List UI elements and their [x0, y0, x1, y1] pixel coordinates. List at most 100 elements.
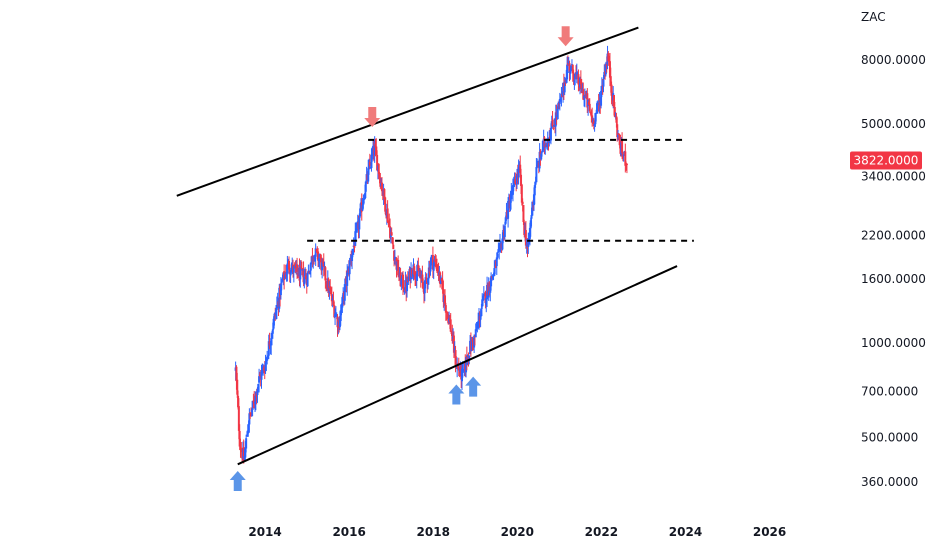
candle-body — [422, 282, 425, 286]
candle-body — [618, 135, 621, 146]
candle-body — [363, 198, 366, 200]
candle-body — [348, 260, 351, 275]
candle-body — [374, 143, 377, 148]
candle-body — [622, 154, 625, 156]
candle-body — [624, 151, 627, 166]
candle-body — [625, 164, 628, 166]
arrow-up-icon — [448, 384, 465, 405]
candle-body — [273, 313, 276, 321]
candle-body — [511, 185, 514, 195]
candle-body — [474, 329, 477, 338]
candle-body — [442, 289, 445, 303]
candle-body — [316, 249, 319, 251]
candle-body — [251, 400, 254, 410]
candle-body — [425, 277, 428, 280]
candle-body — [236, 379, 239, 395]
candle-body — [275, 305, 278, 310]
candle-body — [603, 72, 606, 80]
candle-body — [239, 447, 242, 450]
candle-body — [415, 273, 418, 281]
candle-body — [554, 112, 557, 127]
candle-body — [275, 309, 278, 316]
candle-body — [608, 61, 611, 78]
x-tick-label: 2016 — [332, 525, 365, 539]
y-tick-label: 1600.0000 — [861, 272, 926, 286]
candle-body — [414, 273, 417, 278]
candle-body — [306, 272, 309, 287]
candle-body — [359, 208, 362, 217]
candle-body — [353, 244, 356, 248]
candle-body — [495, 257, 498, 267]
candle-body — [290, 267, 293, 272]
candle-body — [431, 254, 434, 270]
candle-body — [475, 330, 478, 332]
candle-body — [497, 249, 500, 253]
candle-body — [303, 277, 306, 285]
candle-body — [424, 277, 427, 283]
candle-body — [432, 262, 435, 271]
candle-body — [377, 164, 380, 175]
candle-body — [471, 339, 474, 342]
candle-body — [572, 73, 575, 82]
candle-body — [617, 134, 620, 138]
candle-body — [454, 350, 457, 366]
candle-body — [341, 297, 344, 308]
candle-body — [480, 308, 483, 317]
y-tick-label: 5000.0000 — [861, 117, 926, 131]
currency-label: ZAC — [861, 10, 886, 24]
candle-body — [476, 324, 479, 329]
candle-body — [322, 261, 325, 267]
candle-body — [526, 245, 529, 249]
candle-body — [287, 260, 290, 270]
candle-body — [587, 101, 590, 105]
y-tick-label: 2200.0000 — [861, 229, 926, 243]
candle-body — [302, 270, 305, 283]
candle-body — [280, 281, 283, 283]
candle-body — [392, 244, 395, 250]
candle-body — [579, 78, 582, 85]
candle-body — [401, 274, 404, 289]
candle-body — [410, 269, 413, 276]
y-tick-label: 3400.0000 — [861, 169, 926, 183]
candle-body — [440, 278, 443, 281]
upper-channel-line — [176, 26, 639, 197]
candle-body — [324, 267, 327, 281]
x-tick-label: 2026 — [753, 525, 786, 539]
candle-body — [556, 109, 559, 117]
candle-body — [338, 319, 341, 328]
candle-body — [616, 124, 619, 137]
candle-body — [318, 258, 321, 261]
candle-body — [613, 107, 616, 117]
candle-body — [617, 133, 620, 135]
arrow-down-icon — [364, 107, 381, 128]
candle-body — [237, 395, 240, 408]
candle-body — [238, 430, 241, 447]
candle-body — [430, 256, 433, 266]
candle-body — [254, 391, 257, 402]
candle-body — [335, 315, 338, 317]
candle-body — [389, 226, 392, 238]
candle-body — [574, 74, 577, 79]
candle-body — [520, 174, 523, 186]
candle-body — [271, 329, 274, 334]
candle-body — [383, 189, 386, 200]
candle-body — [327, 279, 330, 294]
candle-body — [321, 261, 324, 271]
candle-body — [358, 217, 361, 230]
candle-body — [266, 356, 269, 359]
candle-body — [605, 64, 608, 66]
candle-body — [289, 272, 292, 276]
candle-body — [441, 279, 444, 290]
candle-body — [465, 357, 468, 373]
candle-body — [376, 154, 379, 171]
candle-body — [559, 98, 562, 101]
candle-body — [390, 232, 393, 236]
candle-body — [343, 284, 346, 301]
y-tick-label: 360.0000 — [861, 475, 918, 489]
candle-body — [504, 217, 507, 224]
candle-body — [529, 220, 532, 229]
candle-body — [595, 112, 598, 114]
candle-body — [590, 111, 593, 117]
candle-body — [346, 272, 349, 286]
